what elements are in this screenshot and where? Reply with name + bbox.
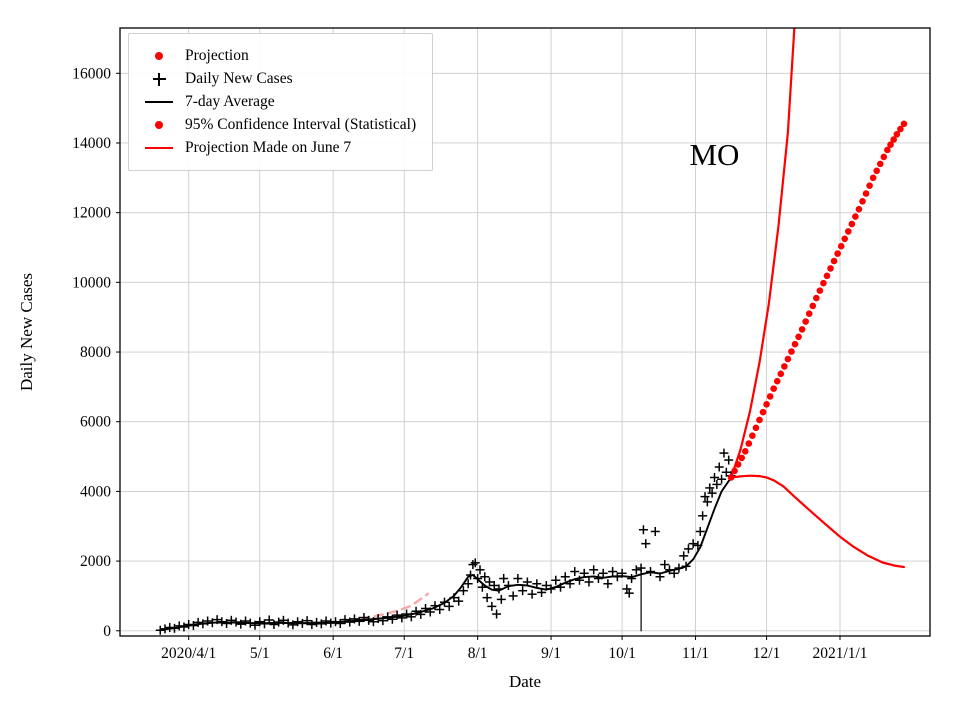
projection-dot-icon bbox=[139, 52, 179, 60]
x-axis-title: Date bbox=[508, 672, 542, 691]
svg-text:11/1: 11/1 bbox=[682, 645, 709, 662]
svg-text:5/1: 5/1 bbox=[250, 645, 270, 662]
legend-item-daily-new-cases: Daily New Cases bbox=[139, 70, 416, 88]
legend-item-june7-projection: Projection Made on June 7 bbox=[139, 139, 416, 157]
y-axis-title: Daily New Cases bbox=[17, 272, 36, 392]
legend-label: Daily New Cases bbox=[185, 70, 293, 87]
plus-marker-icon bbox=[139, 72, 179, 86]
svg-text:12/1: 12/1 bbox=[753, 645, 781, 662]
legend-item-projection: Projection bbox=[139, 47, 416, 65]
legend-item-confidence-interval: 95% Confidence Interval (Statistical) bbox=[139, 116, 416, 134]
svg-text:2021/1/1: 2021/1/1 bbox=[812, 645, 867, 662]
svg-text:2000: 2000 bbox=[80, 553, 111, 570]
svg-text:16000: 16000 bbox=[72, 65, 111, 82]
svg-text:0: 0 bbox=[103, 623, 111, 640]
svg-text:2020/4/1: 2020/4/1 bbox=[161, 645, 216, 662]
legend-label: Projection Made on June 7 bbox=[185, 139, 352, 156]
legend-label: 7-day Average bbox=[185, 93, 275, 110]
svg-text:6000: 6000 bbox=[80, 414, 111, 431]
confidence-dot-icon bbox=[139, 121, 179, 129]
black-line-icon bbox=[139, 100, 179, 104]
red-line-icon bbox=[139, 146, 179, 150]
state-annotation: MO bbox=[689, 137, 740, 173]
svg-text:10/1: 10/1 bbox=[608, 645, 636, 662]
legend: Projection Daily New Cases 7-day Average… bbox=[128, 33, 434, 171]
svg-text:8000: 8000 bbox=[80, 344, 111, 361]
svg-text:4000: 4000 bbox=[80, 483, 111, 500]
legend-item-7day-average: 7-day Average bbox=[139, 93, 416, 111]
legend-label: Projection bbox=[185, 47, 249, 64]
svg-text:9/1: 9/1 bbox=[541, 645, 561, 662]
svg-text:14000: 14000 bbox=[72, 135, 111, 152]
svg-text:12000: 12000 bbox=[72, 205, 111, 222]
svg-text:8/1: 8/1 bbox=[468, 645, 488, 662]
legend-label: 95% Confidence Interval (Statistical) bbox=[185, 116, 417, 133]
svg-text:7/1: 7/1 bbox=[394, 645, 414, 662]
svg-text:10000: 10000 bbox=[72, 274, 111, 291]
svg-text:6/1: 6/1 bbox=[323, 645, 343, 662]
